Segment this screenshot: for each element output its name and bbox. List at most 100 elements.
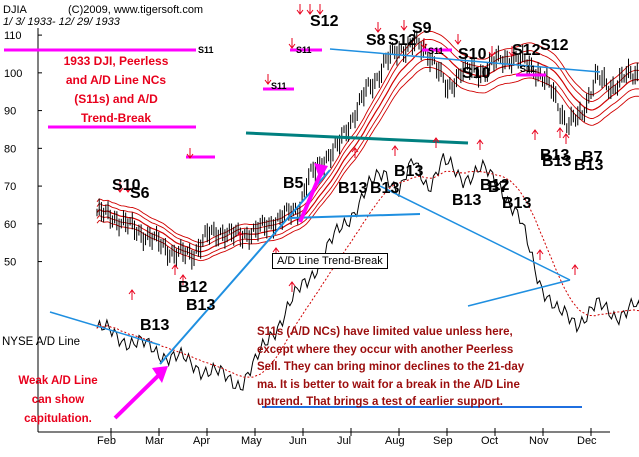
month-label: Aug [385,435,405,447]
weak-note-line-1: Weak A/D Line [18,375,98,387]
buy-arrow-head [536,249,544,255]
buy-arrow-head [391,145,399,151]
signal-label: S10 [458,46,487,63]
signal-label: B13 [542,153,571,170]
signal-label: S11 [428,46,444,56]
highlight-arrowhead-capitulation [152,366,168,383]
note-line-2: except where they occur with another Pee… [257,343,514,356]
sell-arrow-head [508,51,516,57]
ad-early-line [49,311,161,346]
y-tick-group: 50 60 70 80 90 100 110 [4,30,42,269]
y-tick-label: 110 [4,30,22,42]
weak-ad-note: Weak A/D Line can show capitulation. [2,372,114,429]
weak-note-line-2: can show [31,394,85,406]
signal-label: B13 [338,180,367,197]
buy-arrow-head [432,137,440,143]
sell-arrow-head [296,9,304,15]
signal-label: B12 [178,279,207,296]
month-label: May [241,435,262,447]
signal-label: S11 [296,45,312,55]
month-label-group: Feb Mar Apr May Jun Jul Aug Sep Oct Nov Dec [97,428,597,447]
buy-arrow-head [476,139,484,145]
buy-arrow-head [179,274,187,280]
month-label: Apr [193,435,210,447]
month-label: Oct [481,435,498,447]
ad-uptrend-line [159,169,331,365]
signal-label: B7 [488,179,509,196]
sell-arrow-head [116,187,124,193]
title-line-1: 1933 DJI, Peerless [63,54,169,68]
ad-support-line [467,279,571,307]
chart-ticker: DJIA [3,4,27,16]
ma-band-line [96,48,639,253]
note-line-5-underlined: earlier support. [419,396,503,408]
ad-downtrend-line [379,185,571,281]
signal-label: S12 [540,37,569,54]
buy-arrow-head [531,129,539,135]
highlight-marks [4,48,582,420]
ad-line-group [96,153,639,391]
buy-arrow-head [128,289,136,295]
month-label: Feb [97,435,116,447]
sell-arrow-head [316,9,324,15]
buy-arrow-head [272,247,280,253]
sell-arrow-head [488,51,496,57]
signal-label: B13 [394,163,423,180]
chart-copyright: (C)2009, www.tigersoft.com [68,4,204,16]
buy-arrow-head [351,147,359,153]
signal-label: S10 [112,177,141,194]
signal-label: B13 [540,147,569,164]
y-tick-label: 50 [4,257,16,269]
y-tick-label: 60 [4,219,16,231]
signal-label: S12 [310,13,339,30]
buy-arrow-head [171,264,179,270]
month-label: Jul [337,435,351,447]
month-label: Nov [529,435,549,447]
signal-arrows [116,4,579,300]
buy-arrow-head [571,264,579,270]
sell-arrow-head [454,39,462,45]
sell-arrow-head [264,79,272,85]
price-resistance-trendline [329,48,601,73]
month-label: Mar [145,435,164,447]
month-label: Jun [289,435,307,447]
signal-label: S11 [198,45,214,55]
commentary-note: S11s (A/D NCs) have limited value unless… [257,324,637,412]
y-tick-label: 70 [4,181,16,193]
signal-label: S10 [462,65,491,82]
sell-arrow-head [288,43,296,49]
buy-arrow-head [556,127,564,133]
note-line-3: Sell. They can bring minor declines to t… [257,361,525,373]
signal-label: S9 [412,20,432,37]
note-line-1: S11s (A/D NCs) have limited value unless… [257,326,513,338]
signal-label: S12 [388,32,417,49]
ad-line-series [96,153,639,391]
sell-arrow-head [374,27,382,33]
chart-date-range: 1/ 3/ 1933- 12/ 29/ 1933 [3,16,120,28]
signal-label: S6 [130,185,150,202]
signal-label: B13 [186,297,215,314]
highlight-arrow-capitulation [113,370,164,420]
y-tick-label: 80 [4,143,16,155]
signal-label: B13 [574,157,603,174]
weak-note-line-3: capitulation. [24,413,92,425]
sell-arrow-head [306,9,314,15]
chart-title: 1933 DJI, Peerless and A/D Line NCs (S11… [36,52,196,128]
y-tick-label: 100 [4,68,22,80]
note-line-4: ma. It is better to wait for a break in … [257,378,520,391]
signal-label: B13 [140,317,169,334]
highlight-arrow-trendbreak [298,169,324,223]
title-line-3: (S11s) and A/D [74,92,158,106]
signal-label: B5 [283,175,304,192]
signal-label: S12 [512,42,541,59]
buy-arrow-head [288,281,296,287]
signal-label: B7 [582,149,603,166]
trendlines-group [49,48,601,365]
sell-arrow-head [400,25,408,31]
month-label: Sep [433,435,453,447]
note-line-5: uptrend. That brings a test of earlier s… [257,394,637,412]
signal-label: B13 [370,180,399,197]
buy-arrow-head [236,231,244,237]
